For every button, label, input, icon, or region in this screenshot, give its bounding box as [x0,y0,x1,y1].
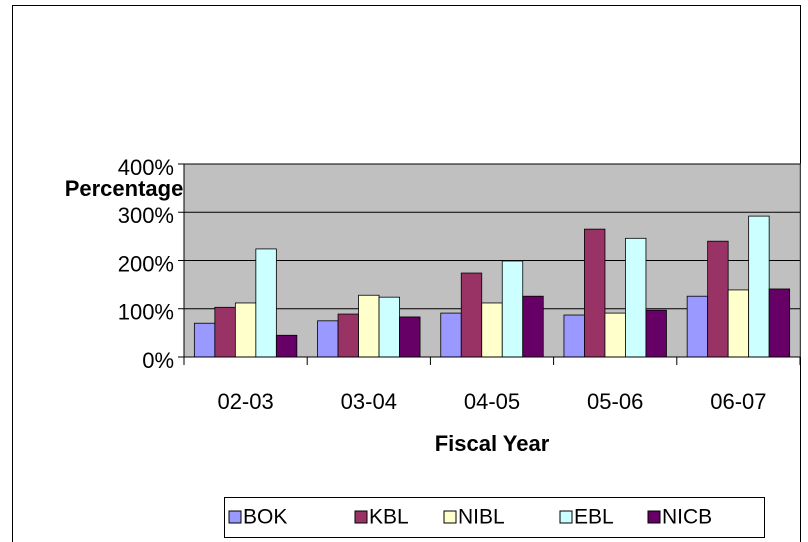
bar [399,316,421,358]
bar [604,312,626,358]
bar [214,306,236,358]
bar [707,240,729,358]
bar [440,312,462,358]
legend-swatch [228,510,242,524]
legend-swatch [443,510,457,524]
legend-swatch [647,510,661,524]
legend-label: NIBL [458,506,505,529]
legend-swatch [354,510,368,524]
bar [337,313,359,358]
x-tick-label: 05-06 [587,389,643,414]
y-axis-title: Percentage [65,176,184,201]
bar [317,320,339,358]
bar [563,314,585,358]
bar [378,296,400,358]
bar [645,309,667,358]
y-tick-label: 100% [118,300,174,325]
bar [358,294,380,358]
x-axis-title: Fiscal Year [435,431,550,456]
y-tick-label: 0% [142,348,174,373]
bar [255,248,277,358]
legend-label: BOK [243,506,287,529]
bar [584,228,606,358]
y-tick-label: 300% [118,203,174,228]
legend-box [224,497,765,538]
bar [625,237,647,358]
x-tick-label: 04-05 [464,389,520,414]
chart-layer [184,163,800,358]
bar [234,302,257,358]
bar [727,289,750,358]
bar [460,272,483,358]
bar [768,288,791,358]
x-tick-label: 02-03 [217,389,273,414]
legend-label: KBL [369,506,409,529]
legend-label: EBL [574,506,614,529]
bar [748,215,770,358]
y-tick-label: 400% [118,155,174,180]
bar [686,295,709,358]
bar [522,295,544,358]
bar [501,260,524,358]
legend-swatch [559,510,573,524]
bar [481,302,503,358]
y-tick-label: 200% [118,251,174,276]
x-tick-label: 03-04 [341,389,397,414]
x-tick-label: 06-07 [710,389,766,414]
bar [275,334,298,358]
bar [193,322,216,358]
legend-label: NICB [662,506,712,529]
